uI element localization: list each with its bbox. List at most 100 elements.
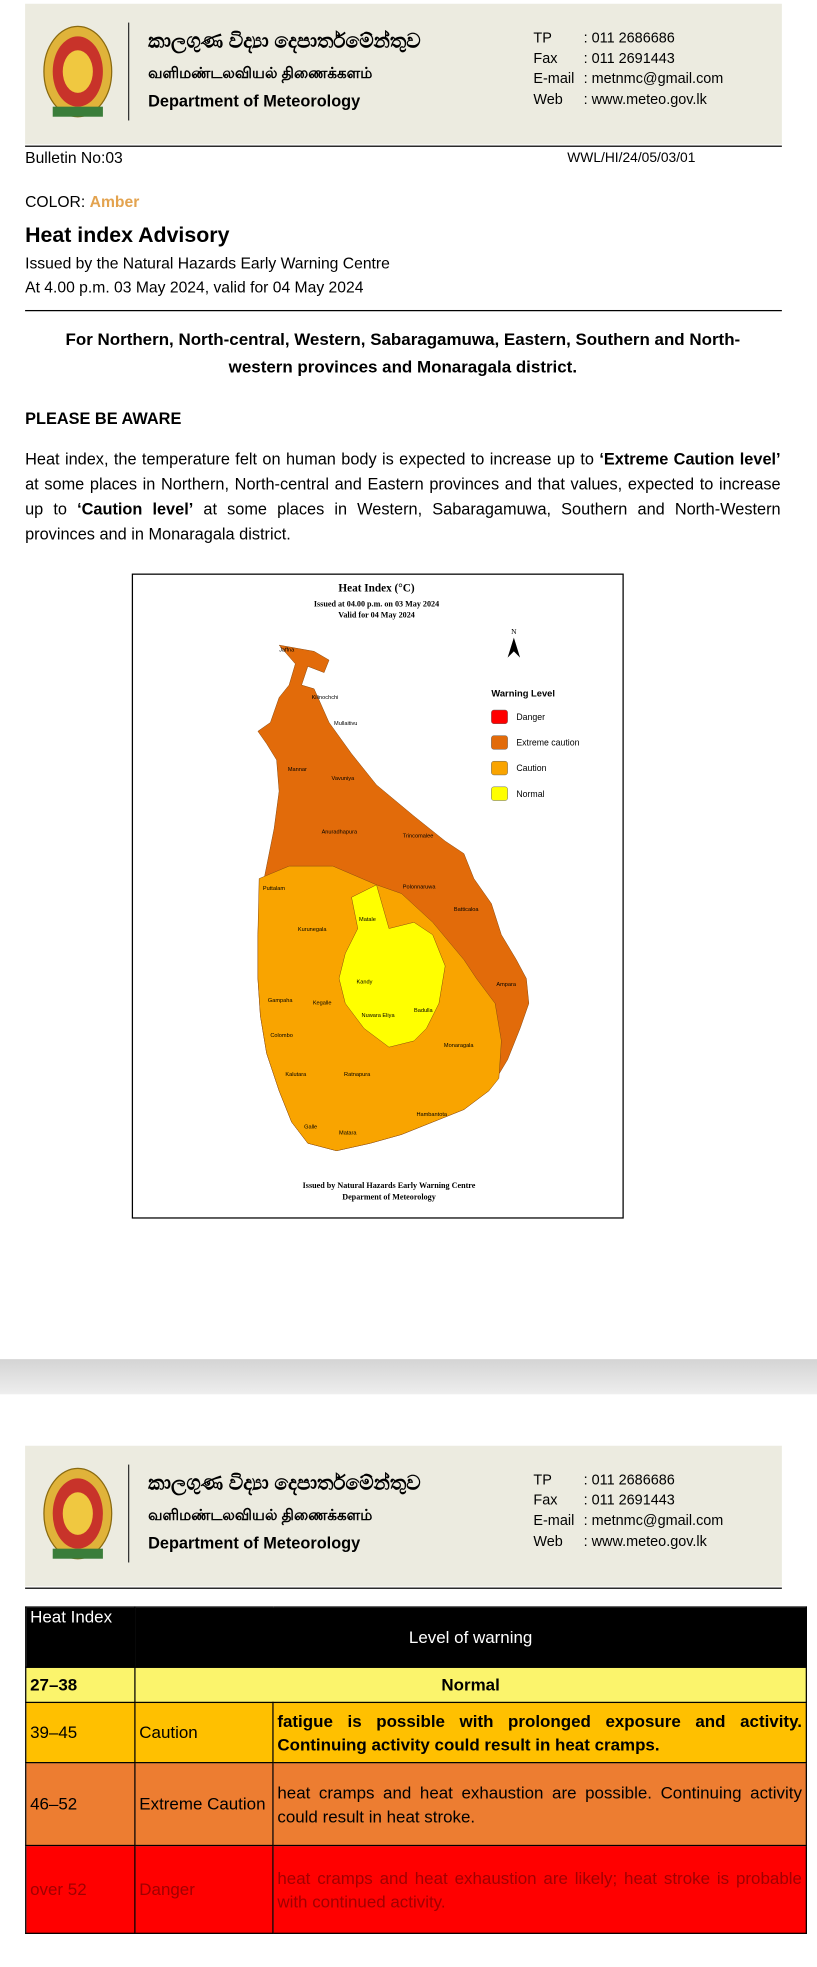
north-label: N <box>511 627 517 636</box>
contact-label: E-mail <box>533 71 575 87</box>
text: at some places in Western, Sabaragamuwa,… <box>25 499 781 544</box>
district-label: Nuwara Eliya <box>362 1013 396 1019</box>
district-label: Trincomalee <box>403 833 434 839</box>
contact-value: : 011 2691443 <box>583 1493 675 1509</box>
district-label: Kalutara <box>285 1072 307 1078</box>
table-cell: 27–38 <box>25 1666 136 1704</box>
table-row: 27–38 Normal <box>25 1666 807 1704</box>
tamil-name: வளிமண்டலவியல் திணைக்களம் <box>148 64 373 82</box>
map-issued: Issued at 04.00 p.m. on 03 May 2024 <box>314 599 439 608</box>
issued-at: At 4.00 p.m. 03 May 2024, valid for 04 M… <box>25 278 364 297</box>
table-cell: Danger <box>134 1844 274 1934</box>
regions: For Northern, North-central, Western, Sa… <box>65 330 741 377</box>
legend-swatch <box>491 786 508 801</box>
rule <box>25 309 782 312</box>
north-arrow <box>507 637 521 658</box>
body-text: Heat index, the temperature felt on huma… <box>25 447 781 547</box>
table-cell: heat cramps and heat exhaustion are poss… <box>272 1762 807 1847</box>
page-break <box>0 1359 817 1395</box>
rule <box>25 1587 782 1589</box>
legend: Danger Extreme caution Caution Normal <box>491 709 580 801</box>
table-cell: over 52 <box>25 1844 136 1934</box>
table-cell: Extreme Caution <box>134 1762 274 1847</box>
map-title: Heat Index (°C) <box>338 582 414 594</box>
district-label: Matale <box>359 917 376 923</box>
district-label: Matara <box>339 1131 357 1137</box>
district-label: Batticaloa <box>454 907 480 913</box>
divider <box>128 22 130 121</box>
district-label: Monaragala <box>444 1043 475 1049</box>
district-label: Ampara <box>496 982 517 988</box>
color-label: COLOR: <box>25 193 86 211</box>
table-cell: 46–52 <box>25 1762 136 1847</box>
legend-swatch <box>491 735 508 750</box>
tamil-name: வளிமண்டலவியல் திணைக்களம் <box>148 1506 373 1524</box>
map-valid: Valid for 04 May 2024 <box>338 611 415 620</box>
reference: WWL/HI/24/05/03/01 <box>567 150 696 166</box>
legend-label: Danger <box>516 712 545 722</box>
district-labels: Jaffna Kilinochchi Mullaitivu Mannar Vavuniy… <box>263 647 517 1136</box>
district-label: Polonnaruwa <box>403 885 437 891</box>
table-row: 46–52 Extreme Caution heat cramps and heat… <box>25 1762 807 1847</box>
issued-by: Issued by the Natural Hazards Early Warn… <box>25 254 390 273</box>
district-label: Gampaha <box>268 998 294 1004</box>
contact-value: : metnmc@gmail.com <box>583 71 724 87</box>
contact-label: Fax <box>533 1493 558 1509</box>
contact-label: Web <box>533 1534 563 1550</box>
color-line: COLOR: Amber <box>25 193 139 211</box>
advisory-title: Heat index Advisory <box>25 223 230 248</box>
legend-label: Extreme caution <box>516 738 579 748</box>
english-name: Department of Meteorology <box>148 91 361 111</box>
legend-title: Warning Level <box>491 688 555 698</box>
map-footer: Deparment of Meteorology <box>342 1192 436 1201</box>
contact-value: : 011 2686686 <box>583 1473 675 1489</box>
table-cell: 39–45 <box>25 1701 136 1764</box>
emblem <box>43 25 113 118</box>
contact-label: TP <box>533 31 552 47</box>
district-label: Vavuniya <box>332 776 356 782</box>
district-label: Kilinochchi <box>312 695 339 701</box>
bulletin-number: Bulletin No:03 <box>25 149 123 167</box>
aware: PLEASE BE AWARE <box>25 409 182 428</box>
district-label: Colombo <box>270 1033 292 1039</box>
region <box>338 884 446 1048</box>
table-cell: heat cramps and heat exhaustion are like… <box>272 1844 807 1934</box>
table-row: 39–45 Caution fatigue is possible with pro… <box>25 1701 807 1764</box>
contact-value: : 011 2691443 <box>583 51 675 67</box>
table-row: over 52 Danger heat cramps and heat exhaus… <box>25 1844 807 1934</box>
letterhead: කාලගුණ විද්‍යා දෙපාර්තමේන්තුව வளிமண்டலவி… <box>25 1445 782 1587</box>
text: at some places in Northern, North-centra… <box>25 474 781 519</box>
district-label: Galle <box>304 1124 317 1130</box>
legend-swatch <box>491 760 508 776</box>
sinhala-name: කාලගුණ විද්‍යා දෙපාර්තමේන්තුව <box>148 31 421 53</box>
district-label: Badulla <box>414 1008 434 1014</box>
warning-table: Heat Index Level of warning 27–38 Normal 3… <box>25 1606 807 1934</box>
district-label: Jaffna <box>279 647 295 653</box>
sinhala-name: කාලගුණ විද්‍යා දෙපාර්තමේන්තුව <box>148 1473 421 1495</box>
contact-label: Web <box>533 92 563 108</box>
contact-value: : www.meteo.gov.lk <box>583 1534 707 1550</box>
map-footer: Issued by Natural Hazards Early Warning … <box>303 1181 476 1190</box>
district-label: Puttalam <box>263 886 285 892</box>
legend-swatch <box>491 709 508 725</box>
contact-value: : 011 2686686 <box>583 31 675 47</box>
contact-label: Fax <box>533 51 558 67</box>
district-label: Kegalle <box>313 1001 332 1007</box>
divider <box>128 1464 130 1563</box>
emblem <box>43 1467 113 1560</box>
contact-label: E-mail <box>533 1513 575 1529</box>
header-cell: Level of warning <box>134 1606 807 1668</box>
english-name: Department of Meteorology <box>148 1533 361 1553</box>
table-cell: Normal <box>134 1666 807 1704</box>
district-label: Kurunegala <box>298 927 328 933</box>
table-cell: fatigue is possible with prolonged expos… <box>272 1701 807 1764</box>
district-label: Mullaitivu <box>334 721 357 727</box>
district-label: Ratnapura <box>344 1072 371 1078</box>
rule <box>25 145 782 147</box>
header-cell: Heat Index <box>25 1606 136 1668</box>
district-label: Anuradhapura <box>322 830 358 836</box>
color-value: Amber <box>89 193 140 211</box>
heat-map: Heat Index (°C) Issued at 04.00 p.m. on … <box>131 573 624 1219</box>
